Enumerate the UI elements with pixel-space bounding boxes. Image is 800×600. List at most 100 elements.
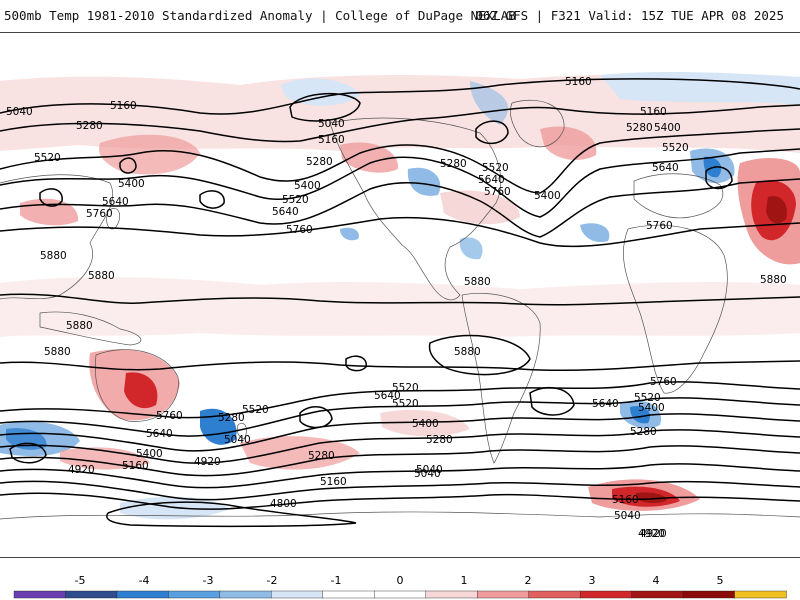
contour-label: 5400 [136, 448, 163, 460]
coastline [94, 349, 179, 422]
colorbar-swatch [477, 590, 530, 599]
model-run-label: 06Z GFS | F321 Valid: 15Z TUE APR 08 202… [475, 8, 784, 23]
contour-label: 5280 [440, 158, 467, 170]
contour-label: 5160 [612, 494, 639, 506]
closed-contour [428, 334, 531, 376]
map-title: 500mb Temp 1981-2010 Standardized Anomal… [4, 8, 516, 23]
contour-5640-north [0, 178, 800, 238]
contour-label: 5400 [534, 190, 561, 202]
contour-5400-south [0, 429, 800, 464]
closed-contour [529, 386, 575, 416]
anomaly-region [0, 277, 800, 337]
closed-contour [345, 355, 367, 372]
contour-label: 5400 [118, 178, 145, 190]
colorbar-swatch [168, 590, 221, 599]
contour-5280-north [0, 104, 800, 143]
contour-label: 5760 [650, 376, 677, 388]
anomaly-region [340, 227, 359, 241]
contour-5760-south [0, 381, 800, 419]
contour-label: 4920 [68, 464, 95, 476]
contour-label: 5160 [320, 476, 347, 488]
anomaly-region [340, 142, 399, 173]
closed-contour [119, 157, 137, 174]
contour-5520-north [0, 148, 800, 218]
contour-label: 5280 [306, 156, 333, 168]
colorbar-swatch [322, 590, 375, 599]
anomaly-region [470, 81, 509, 125]
contour-label: 5040 [6, 106, 33, 118]
contour-label: 5640 [652, 162, 679, 174]
anomaly-region [20, 198, 79, 226]
contour-label: 4920 [638, 528, 665, 540]
colorbar-tick-label: -3 [203, 574, 214, 587]
closed-contour [9, 442, 47, 464]
contour-label: 5640 [592, 398, 619, 410]
anomaly-map: 5160 5040 5160 5280 5520 5400 5640 5760 … [0, 32, 800, 558]
contour-5280-south [0, 445, 800, 477]
anomaly-region [630, 406, 650, 424]
contour-label: 5520 [34, 152, 61, 164]
colorbar-swatch [734, 590, 787, 599]
contour-label: 5760 [156, 410, 183, 422]
anomaly-region [600, 71, 800, 105]
anomaly-region [636, 492, 667, 504]
colorbar-swatch [116, 590, 170, 599]
contour-label: 4920 [194, 456, 221, 468]
coastline [329, 117, 502, 301]
coastline [39, 311, 142, 346]
anomaly-region [580, 223, 610, 243]
anomaly-region [0, 74, 800, 153]
contour-4920-south [0, 492, 800, 510]
contour-label: 4920 [640, 528, 667, 540]
contour-label: 5280 [630, 426, 657, 438]
contour-label: 5520 [392, 398, 419, 410]
coastline [633, 173, 723, 219]
closed-contour [39, 188, 63, 207]
colorbar-svg: -5 -4 -3 -2 -1 0 1 2 3 4 5 [13, 574, 787, 599]
colorbar-swatch [425, 590, 478, 599]
colorbar-swatch [682, 590, 736, 599]
contour-label: 5040 [614, 510, 641, 522]
contour-label: 5880 [44, 346, 71, 358]
contour-5880-north [0, 293, 800, 306]
contour-label: 5880 [454, 346, 481, 358]
anomaly-shading [0, 71, 800, 520]
contour-label: 5760 [86, 208, 113, 220]
contour-label: 5280 [308, 450, 335, 462]
contour-label: 5520 [242, 404, 269, 416]
colorbar-tick-label: 1 [461, 574, 468, 587]
colorbar-tick-label: 0 [397, 574, 404, 587]
colorbar-swatch [631, 590, 684, 599]
colorbar-tick-label: 3 [589, 574, 596, 587]
contour-label: 5400 [294, 180, 321, 192]
contour-label: 5160 [640, 106, 667, 118]
colorbar-swatch [219, 590, 273, 599]
anomaly-region [459, 237, 483, 260]
contour-label: 4800 [270, 498, 297, 510]
contour-label: 5640 [272, 206, 299, 218]
contour-label: 5520 [634, 392, 661, 404]
colorbar-ticks: -5 -4 -3 -2 -1 0 1 2 3 4 5 [75, 574, 724, 587]
contour-label: 5160 [565, 76, 592, 88]
colorbar: -5 -4 -3 -2 -1 0 1 2 3 4 5 [0, 562, 800, 600]
coastline [0, 511, 800, 520]
colorbar-swatch [13, 590, 67, 599]
contour-label: 5520 [662, 142, 689, 154]
contour-label: 5640 [374, 390, 401, 402]
contour-label: 5160 [122, 460, 149, 472]
contour-5880-south [0, 360, 800, 372]
anomaly-region [240, 436, 360, 470]
anomaly-region [380, 409, 470, 437]
contour-label: 5640 [478, 174, 505, 186]
colorbar-tick-label: 2 [525, 574, 532, 587]
contour-label: 5880 [66, 320, 93, 332]
contour-label: 5280 [626, 122, 653, 134]
contour-label: 5040 [224, 434, 251, 446]
closed-contour [475, 120, 509, 145]
anomaly-region [124, 372, 158, 409]
colorbar-swatch [579, 590, 633, 599]
header-bar: 500mb Temp 1981-2010 Standardized Anomal… [0, 0, 800, 32]
contour-5400-north [0, 128, 800, 194]
contour-label: 5640 [102, 196, 129, 208]
contour-label: 5280 [218, 412, 245, 424]
